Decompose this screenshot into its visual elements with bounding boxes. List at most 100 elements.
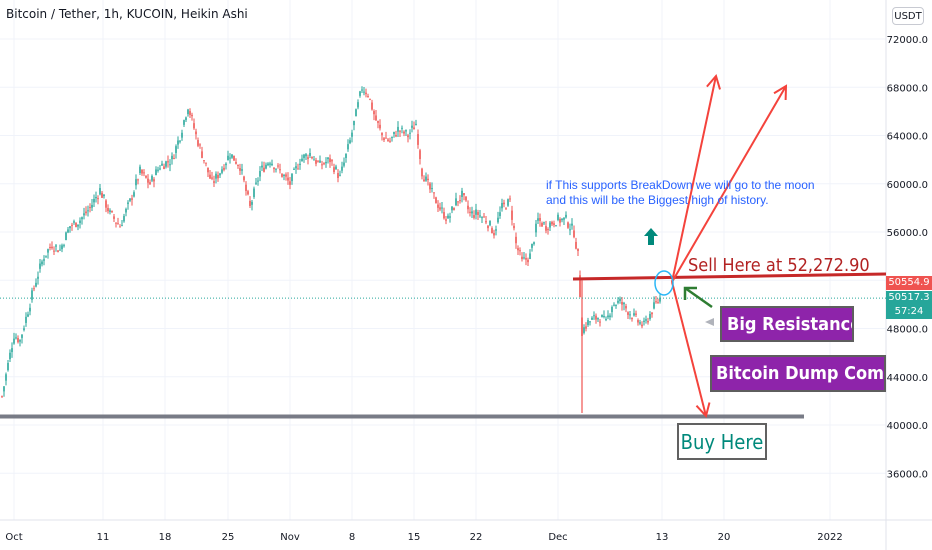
candle-body (559, 219, 561, 223)
candle-body (183, 120, 185, 125)
candle-body (423, 179, 425, 182)
candle-body (619, 298, 621, 302)
candle-body (637, 320, 639, 323)
candle-body (95, 196, 97, 199)
candle-body (645, 319, 647, 321)
candle-body (493, 232, 495, 236)
price-tick-label: 68000.0 (887, 83, 928, 94)
candle-body (623, 302, 625, 305)
candle-body (337, 173, 339, 179)
price-axis[interactable]: 36000.040000.044000.048000.052000.056000… (887, 35, 928, 480)
candle-body (353, 120, 355, 126)
candle-body (227, 155, 229, 161)
candle-body (295, 166, 297, 169)
candle-body (627, 312, 629, 315)
candle-body (147, 178, 149, 183)
candle-body (545, 226, 547, 231)
candle-body (265, 164, 267, 169)
candle-body (211, 177, 213, 179)
candle-body (403, 131, 405, 134)
candle-body (253, 188, 255, 197)
candle-body (449, 216, 451, 218)
candle-body (53, 250, 55, 252)
candle-body (491, 228, 493, 234)
candle-body (89, 207, 91, 209)
candle-body (441, 207, 443, 209)
candle-body (375, 115, 377, 121)
candle-body (651, 312, 653, 315)
candle-body (397, 126, 399, 132)
candle-body (641, 324, 643, 327)
candle-body (539, 217, 541, 221)
candle-body (591, 317, 593, 320)
candle-body (165, 161, 167, 167)
candle-body (409, 132, 411, 134)
small-grey-marker (705, 318, 714, 326)
candle-body (365, 92, 367, 95)
arrow-up-1 (671, 75, 717, 283)
candle-body (465, 196, 467, 201)
candle-body (59, 249, 61, 251)
time-axis[interactable]: Oct 11 18 25 Nov 8 15 22 Dec 13 20 2022 (5, 532, 842, 543)
candle-body (251, 201, 253, 205)
candle-body (283, 175, 285, 177)
candle-body (335, 166, 337, 170)
candle-body (459, 200, 461, 202)
candle-body (235, 161, 237, 164)
candle-body (281, 173, 283, 177)
candle-body (461, 190, 463, 197)
candle-body (229, 157, 231, 159)
candle-body (343, 162, 345, 166)
sell-label: Sell Here at 52,272.90 (688, 255, 870, 276)
drawing-overlays (0, 73, 887, 419)
candle-body (125, 208, 127, 213)
candle-body (43, 259, 45, 261)
candle-body (287, 177, 289, 181)
time-tick-label: 2022 (817, 532, 842, 543)
candle-body (91, 204, 93, 208)
candle-body (113, 216, 115, 219)
candle-body (595, 315, 597, 320)
candle-body (551, 221, 553, 225)
candle-body (451, 206, 453, 211)
candle-body (11, 348, 13, 353)
candle-body (535, 223, 537, 233)
candle-body (15, 337, 17, 339)
candle-body (475, 209, 477, 215)
candle-body (171, 155, 173, 160)
candle-body (5, 374, 7, 381)
candle-body (51, 246, 53, 249)
candle-body (263, 167, 265, 172)
candle-body (149, 182, 151, 185)
candle-body (347, 144, 349, 150)
price-tick-label: 36000.0 (887, 469, 928, 480)
candle-body (429, 183, 431, 190)
time-tick-label: 8 (349, 532, 355, 543)
candle-body (585, 326, 587, 329)
candle-body (515, 236, 517, 244)
candle-body (25, 316, 27, 323)
candle-body (81, 217, 83, 220)
candle-body (483, 216, 485, 218)
candle-body (129, 198, 131, 201)
candle-body (225, 163, 227, 166)
candle-body (199, 144, 201, 146)
candle-body (87, 210, 89, 212)
candle-body (489, 220, 491, 226)
candle-body (311, 156, 313, 159)
time-tick-label: Dec (548, 532, 567, 543)
sell-line (572, 272, 887, 281)
candle-body (611, 306, 613, 313)
candle-body (415, 123, 417, 126)
candle-body (285, 174, 287, 177)
candle-body (143, 172, 145, 174)
candle-body (93, 198, 95, 203)
currency-button[interactable]: USDT (892, 7, 924, 25)
candle-body (273, 167, 275, 170)
candle-body (445, 219, 447, 221)
candle-body (291, 173, 293, 182)
candle-body (257, 180, 259, 182)
arrow-up-2 (671, 85, 787, 283)
candle-body (381, 132, 383, 136)
